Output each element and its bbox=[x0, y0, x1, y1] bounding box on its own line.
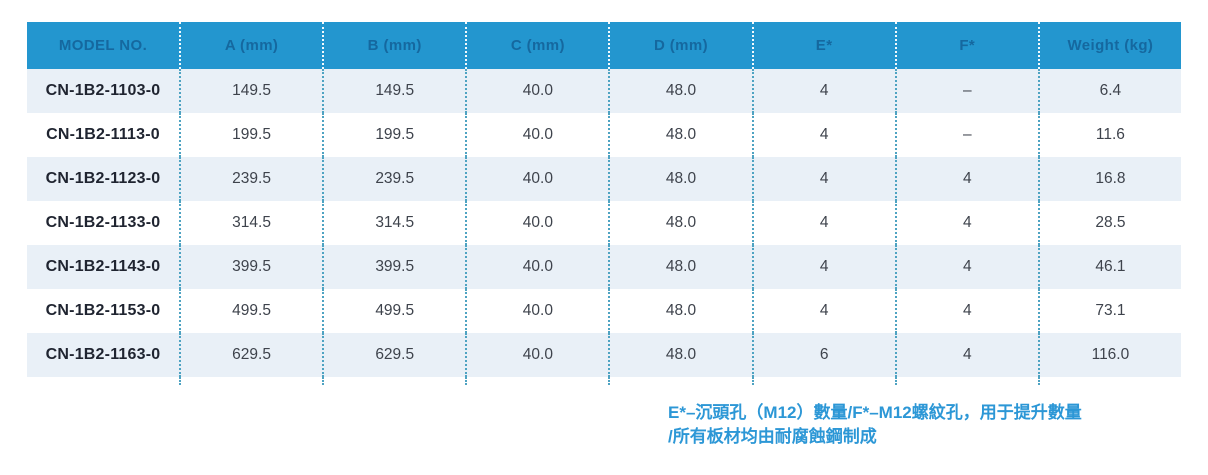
value-cell: 4 bbox=[751, 245, 895, 289]
value-cell: 314.5 bbox=[179, 201, 322, 245]
value-cell: 48.0 bbox=[608, 289, 751, 333]
divider-extension-cell bbox=[27, 377, 179, 385]
value-cell: 4 bbox=[751, 69, 895, 113]
value-cell: 40.0 bbox=[465, 69, 608, 113]
column-header: Weight (kg) bbox=[1037, 22, 1181, 69]
footnote-f-label: F* bbox=[852, 403, 870, 422]
value-cell: 314.5 bbox=[322, 201, 465, 245]
model-cell: CN-1B2-1163-0 bbox=[45, 346, 161, 363]
value-cell: 40.0 bbox=[465, 201, 608, 245]
divider-extension-cell bbox=[894, 377, 1038, 385]
value-cell: 48.0 bbox=[608, 201, 751, 245]
column-header: MODEL NO. bbox=[58, 37, 148, 54]
divider-extension-cell bbox=[322, 377, 465, 385]
value-cell: 4 bbox=[751, 157, 895, 201]
value-cell: 629.5 bbox=[179, 333, 322, 377]
value-cell: 16.8 bbox=[1037, 157, 1181, 201]
value-cell: 499.5 bbox=[322, 289, 465, 333]
footnote-f-text: –M12螺紋孔，用于提升數量 bbox=[869, 403, 1082, 422]
divider-extension-cell bbox=[1037, 377, 1181, 385]
value-cell: 499.5 bbox=[179, 289, 322, 333]
value-cell: 40.0 bbox=[465, 157, 608, 201]
value-cell: 199.5 bbox=[179, 113, 322, 157]
column-header: F* bbox=[894, 22, 1038, 69]
value-cell: 199.5 bbox=[322, 113, 465, 157]
value-cell: 6 bbox=[751, 333, 895, 377]
value-cell: 4 bbox=[894, 333, 1038, 377]
value-cell: 4 bbox=[894, 157, 1038, 201]
model-cell: CN-1B2-1103-0 bbox=[45, 82, 161, 99]
model-cell: CN-1B2-1113-0 bbox=[46, 126, 160, 143]
model-cell: CN-1B2-1153-0 bbox=[45, 302, 161, 319]
value-cell: 399.5 bbox=[179, 245, 322, 289]
divider-extension-cell bbox=[751, 377, 895, 385]
divider-extension-cell bbox=[179, 377, 322, 385]
footnote-line1: E*–沉頭孔（M12）數量/F*–M12螺紋孔，用于提升數量 bbox=[668, 401, 1183, 425]
value-cell: 6.4 bbox=[1037, 69, 1181, 113]
divider-extension-row bbox=[27, 377, 1181, 385]
value-cell: 4 bbox=[894, 289, 1038, 333]
value-cell: 48.0 bbox=[608, 245, 751, 289]
value-cell: 239.5 bbox=[322, 157, 465, 201]
value-cell: 629.5 bbox=[322, 333, 465, 377]
value-cell: 73.1 bbox=[1037, 289, 1181, 333]
value-cell: – bbox=[894, 113, 1038, 157]
column-header: D (mm) bbox=[608, 22, 751, 69]
value-cell: 149.5 bbox=[179, 69, 322, 113]
footnote-e-text: –沉頭孔（M12）數量/ bbox=[685, 403, 853, 422]
value-cell: 4 bbox=[894, 245, 1038, 289]
table-row: CN-1B2-1133-0 314.5 314.5 40.0 48.0 4 4 28.5 bbox=[27, 201, 1181, 245]
divider-extension-cell bbox=[465, 377, 608, 385]
table-row: CN-1B2-1163-0 629.5 629.5 40.0 48.0 6 4 116.0 bbox=[27, 333, 1181, 377]
value-cell: 4 bbox=[894, 201, 1038, 245]
column-header: A (mm) bbox=[179, 22, 322, 69]
footnote-e-label: E* bbox=[668, 403, 686, 422]
spec-table: MODEL NO. A (mm) B (mm) C (mm) D (mm) E* F* Wei… bbox=[27, 22, 1181, 385]
value-cell: 48.0 bbox=[608, 157, 751, 201]
model-cell: CN-1B2-1143-0 bbox=[45, 258, 161, 275]
divider-extension-cell bbox=[608, 377, 751, 385]
value-cell: 149.5 bbox=[322, 69, 465, 113]
value-cell: – bbox=[894, 69, 1038, 113]
value-cell: 239.5 bbox=[179, 157, 322, 201]
value-cell: 11.6 bbox=[1037, 113, 1181, 157]
table-row: CN-1B2-1153-0 499.5 499.5 40.0 48.0 4 4 73.1 bbox=[27, 289, 1181, 333]
table-row: CN-1B2-1123-0 239.5 239.5 40.0 48.0 4 4 16.8 bbox=[27, 157, 1181, 201]
column-header: C (mm) bbox=[465, 22, 608, 69]
table-header-row: MODEL NO. A (mm) B (mm) C (mm) D (mm) E* F* Wei… bbox=[27, 22, 1181, 69]
footnote-line2: /所有板材均由耐腐蝕鋼制成 bbox=[668, 426, 877, 446]
table-body: CN-1B2-1103-0 149.5 149.5 40.0 48.0 4–6.4 CN-1… bbox=[27, 69, 1181, 377]
model-cell: CN-1B2-1123-0 bbox=[45, 170, 161, 187]
column-header: E* bbox=[751, 22, 895, 69]
value-cell: 116.0 bbox=[1037, 333, 1181, 377]
value-cell: 40.0 bbox=[465, 113, 608, 157]
value-cell: 40.0 bbox=[465, 245, 608, 289]
value-cell: 4 bbox=[751, 201, 895, 245]
value-cell: 46.1 bbox=[1037, 245, 1181, 289]
value-cell: 40.0 bbox=[465, 333, 608, 377]
footnote: E*–沉頭孔（M12）數量/F*–M12螺紋孔，用于提升數量 /所有板材均由耐腐… bbox=[668, 401, 1183, 448]
table-row: CN-1B2-1103-0 149.5 149.5 40.0 48.0 4–6.4 bbox=[27, 69, 1181, 113]
value-cell: 48.0 bbox=[608, 333, 751, 377]
value-cell: 28.5 bbox=[1037, 201, 1181, 245]
column-header: B (mm) bbox=[322, 22, 465, 69]
value-cell: 48.0 bbox=[608, 69, 751, 113]
value-cell: 399.5 bbox=[322, 245, 465, 289]
value-cell: 4 bbox=[751, 289, 895, 333]
table-row: CN-1B2-1113-0 199.5 199.5 40.0 48.0 4–11.6 bbox=[27, 113, 1181, 157]
table-row: CN-1B2-1143-0 399.5 399.5 40.0 48.0 4 4 46.1 bbox=[27, 245, 1181, 289]
model-cell: CN-1B2-1133-0 bbox=[45, 214, 161, 231]
value-cell: 40.0 bbox=[465, 289, 608, 333]
value-cell: 4 bbox=[751, 113, 895, 157]
value-cell: 48.0 bbox=[608, 113, 751, 157]
